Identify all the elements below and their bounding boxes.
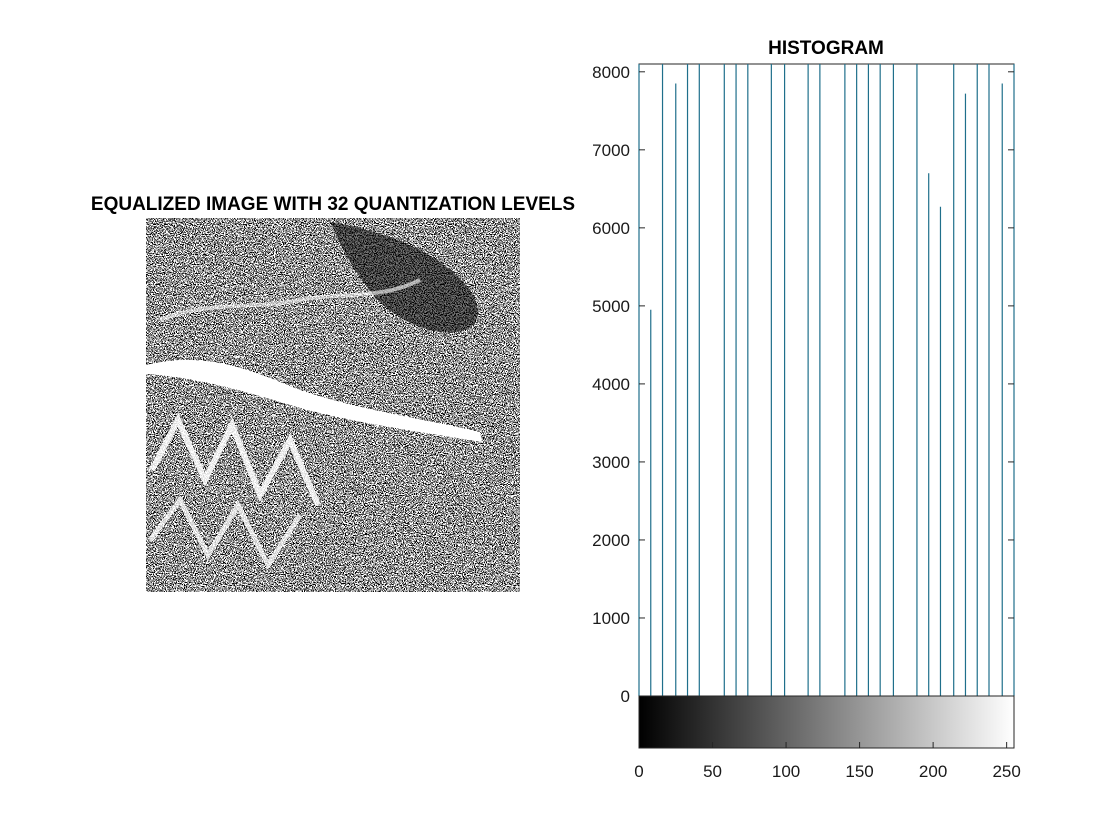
image-zigzag-1 [149, 413, 321, 507]
y-tick-label: 5000 [592, 297, 630, 316]
y-tick-label: 3000 [592, 453, 630, 472]
colorbar: 0 50 100 150 200 250 [634, 695, 1021, 781]
x-axis-ticks: 0 50 100 150 200 250 [634, 742, 1021, 781]
histogram-plot-area [638, 63, 1015, 697]
y-tick-label: 0 [621, 687, 630, 706]
image-dark-region [330, 222, 478, 333]
image-streak [159, 278, 421, 322]
image-title: EQUALIZED IMAGE WITH 32 QUANTIZATION LEV… [91, 194, 575, 215]
y-tick-label: 6000 [592, 219, 630, 238]
histogram-bars [638, 64, 1015, 696]
colorbar-gradient [638, 695, 1015, 749]
y-axis-ticks: 0 1000 2000 3000 4000 5000 6000 7000 8000 [592, 63, 1014, 706]
y-tick-label: 8000 [592, 63, 630, 82]
x-tick-label: 200 [919, 762, 947, 781]
histogram-axes: 0 1000 2000 3000 4000 5000 6000 7000 8000 [592, 63, 1015, 706]
x-tick-label: 0 [634, 762, 643, 781]
x-tick-label: 150 [845, 762, 873, 781]
y-tick-label: 7000 [592, 141, 630, 160]
histogram-title: HISTOGRAM [768, 38, 884, 59]
image-bright-ridge [146, 359, 482, 442]
equalized-image [146, 218, 520, 592]
y-tick-label: 1000 [592, 609, 630, 628]
x-tick-label: 100 [772, 762, 800, 781]
x-tick-label: 250 [992, 762, 1020, 781]
y-tick-label: 4000 [592, 375, 630, 394]
x-tick-label: 50 [703, 762, 722, 781]
y-tick-label: 2000 [592, 531, 630, 550]
image-zigzag-2 [148, 495, 303, 571]
